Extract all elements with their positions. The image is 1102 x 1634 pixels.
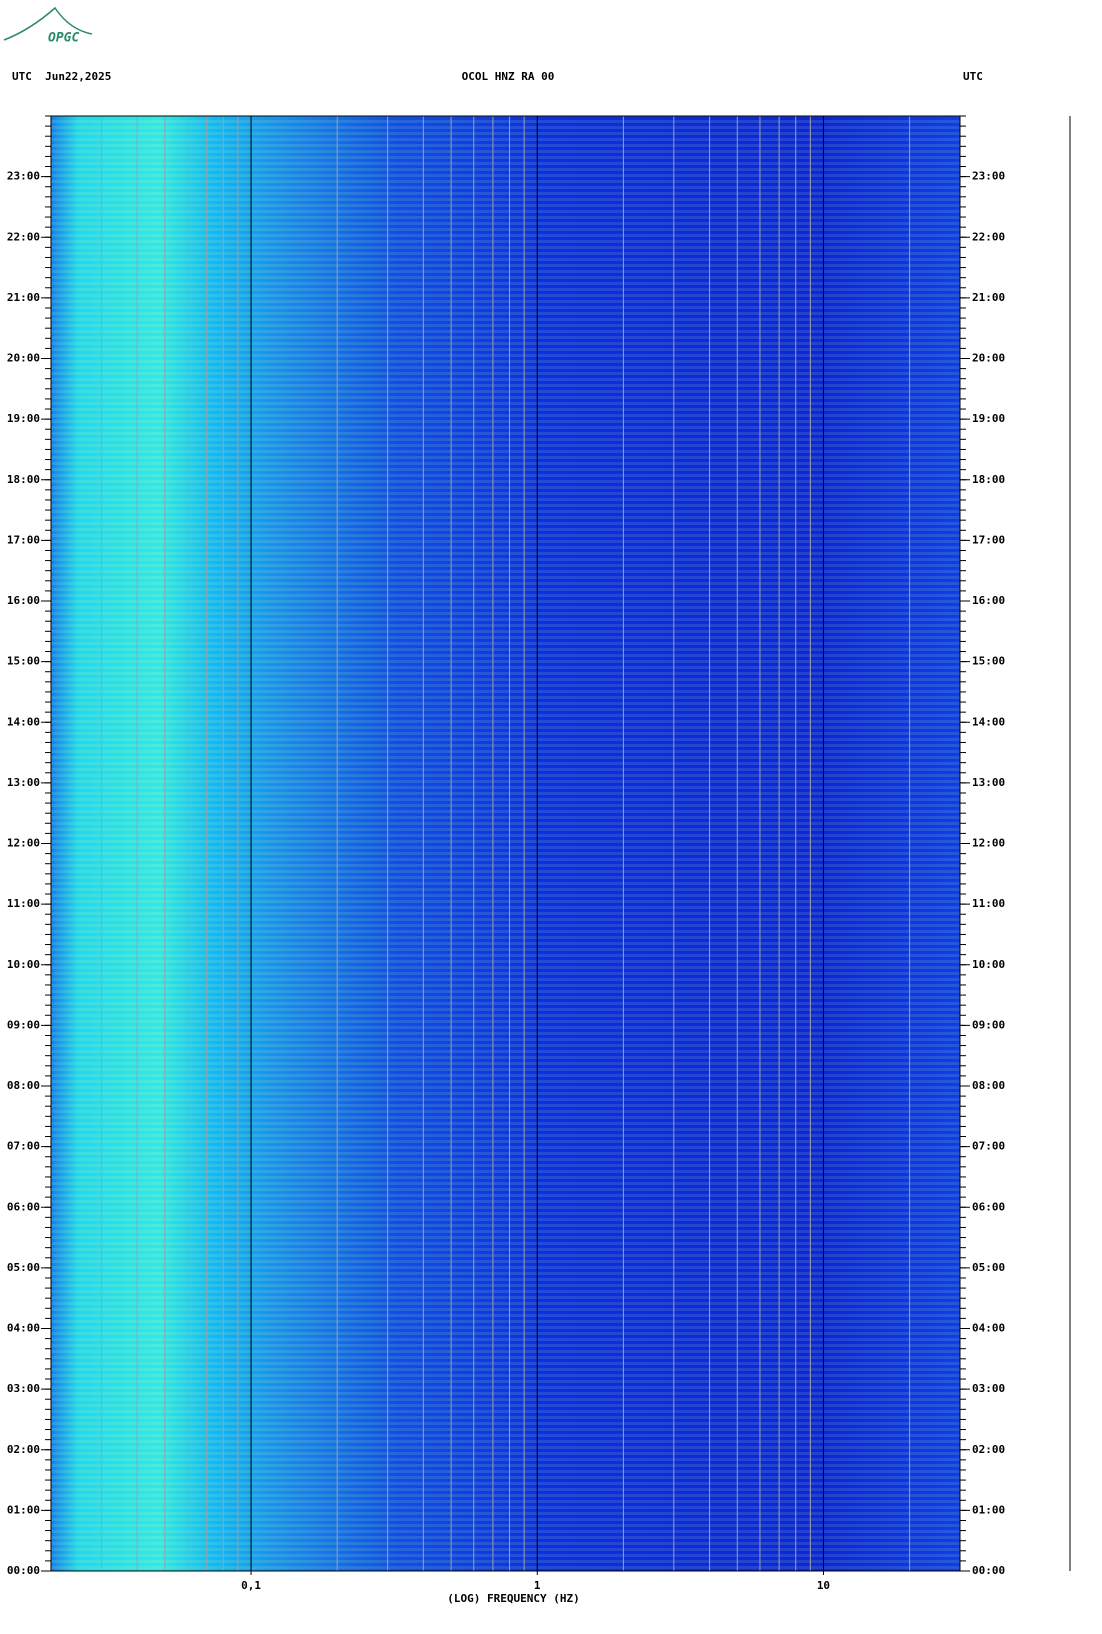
- logo-curve: [3, 6, 93, 41]
- y-tick-label: 01:00: [972, 1503, 1005, 1516]
- right-header: UTC: [963, 70, 983, 83]
- spectrogram-texture: [51, 116, 960, 1571]
- y-tick-label: 15:00: [7, 655, 40, 668]
- plot-frame: [50, 115, 961, 1572]
- y-tick-label: 12:00: [972, 837, 1005, 850]
- y-tick-label: 06:00: [972, 1200, 1005, 1213]
- y-tick-label: 16:00: [972, 594, 1005, 607]
- y-tick-label: 21:00: [972, 291, 1005, 304]
- chart-title: OCOL HNZ RA 00: [462, 70, 555, 83]
- y-tick-label: 20:00: [972, 352, 1005, 365]
- y-tick-label: 22:00: [972, 230, 1005, 243]
- y-tick-label: 05:00: [972, 1261, 1005, 1274]
- y-tick-label: 23:00: [972, 170, 1005, 183]
- left-header: UTC Jun22,2025: [12, 70, 111, 83]
- y-tick-label: 08:00: [7, 1079, 40, 1092]
- x-tick-label: 1: [534, 1579, 541, 1592]
- y-tick-label: 17:00: [7, 533, 40, 546]
- y-tick-label: 18:00: [7, 473, 40, 486]
- y-tick-label: 19:00: [7, 412, 40, 425]
- y-tick-label: 09:00: [972, 1018, 1005, 1031]
- y-tick-label: 08:00: [972, 1079, 1005, 1092]
- y-tick-label: 13:00: [972, 776, 1005, 789]
- y-tick-label: 19:00: [972, 412, 1005, 425]
- y-tick-label: 18:00: [972, 473, 1005, 486]
- y-tick-label: 04:00: [972, 1322, 1005, 1335]
- y-tick-label: 02:00: [972, 1443, 1005, 1456]
- y-tick-label: 10:00: [972, 958, 1005, 971]
- y-tick-label: 00:00: [7, 1564, 40, 1577]
- y-tick-label: 09:00: [7, 1018, 40, 1031]
- x-tick-label: 0,1: [241, 1579, 261, 1592]
- y-tick-label: 02:00: [7, 1443, 40, 1456]
- y-tick-label: 11:00: [972, 897, 1005, 910]
- y-tick-label: 00:00: [972, 1564, 1005, 1577]
- y-tick-label: 04:00: [7, 1322, 40, 1335]
- y-tick-label: 22:00: [7, 230, 40, 243]
- x-tick-label: 10: [817, 1579, 830, 1592]
- y-tick-label: 23:00: [7, 170, 40, 183]
- y-tick-label: 20:00: [7, 352, 40, 365]
- y-tick-label: 11:00: [7, 897, 40, 910]
- y-tick-label: 17:00: [972, 533, 1005, 546]
- y-tick-label: 07:00: [7, 1140, 40, 1153]
- y-tick-label: 14:00: [7, 715, 40, 728]
- x-axis-label: (LOG) FREQUENCY (HZ): [447, 1592, 579, 1605]
- y-tick-label: 14:00: [972, 715, 1005, 728]
- y-tick-label: 05:00: [7, 1261, 40, 1274]
- logo: OPGC: [48, 31, 79, 46]
- y-tick-label: 12:00: [7, 837, 40, 850]
- y-tick-label: 03:00: [972, 1382, 1005, 1395]
- y-tick-label: 10:00: [7, 958, 40, 971]
- y-tick-label: 21:00: [7, 291, 40, 304]
- y-tick-label: 01:00: [7, 1503, 40, 1516]
- y-tick-label: 06:00: [7, 1200, 40, 1213]
- y-tick-label: 15:00: [972, 655, 1005, 668]
- y-tick-label: 03:00: [7, 1382, 40, 1395]
- y-tick-label: 16:00: [7, 594, 40, 607]
- y-tick-label: 13:00: [7, 776, 40, 789]
- y-tick-label: 07:00: [972, 1140, 1005, 1153]
